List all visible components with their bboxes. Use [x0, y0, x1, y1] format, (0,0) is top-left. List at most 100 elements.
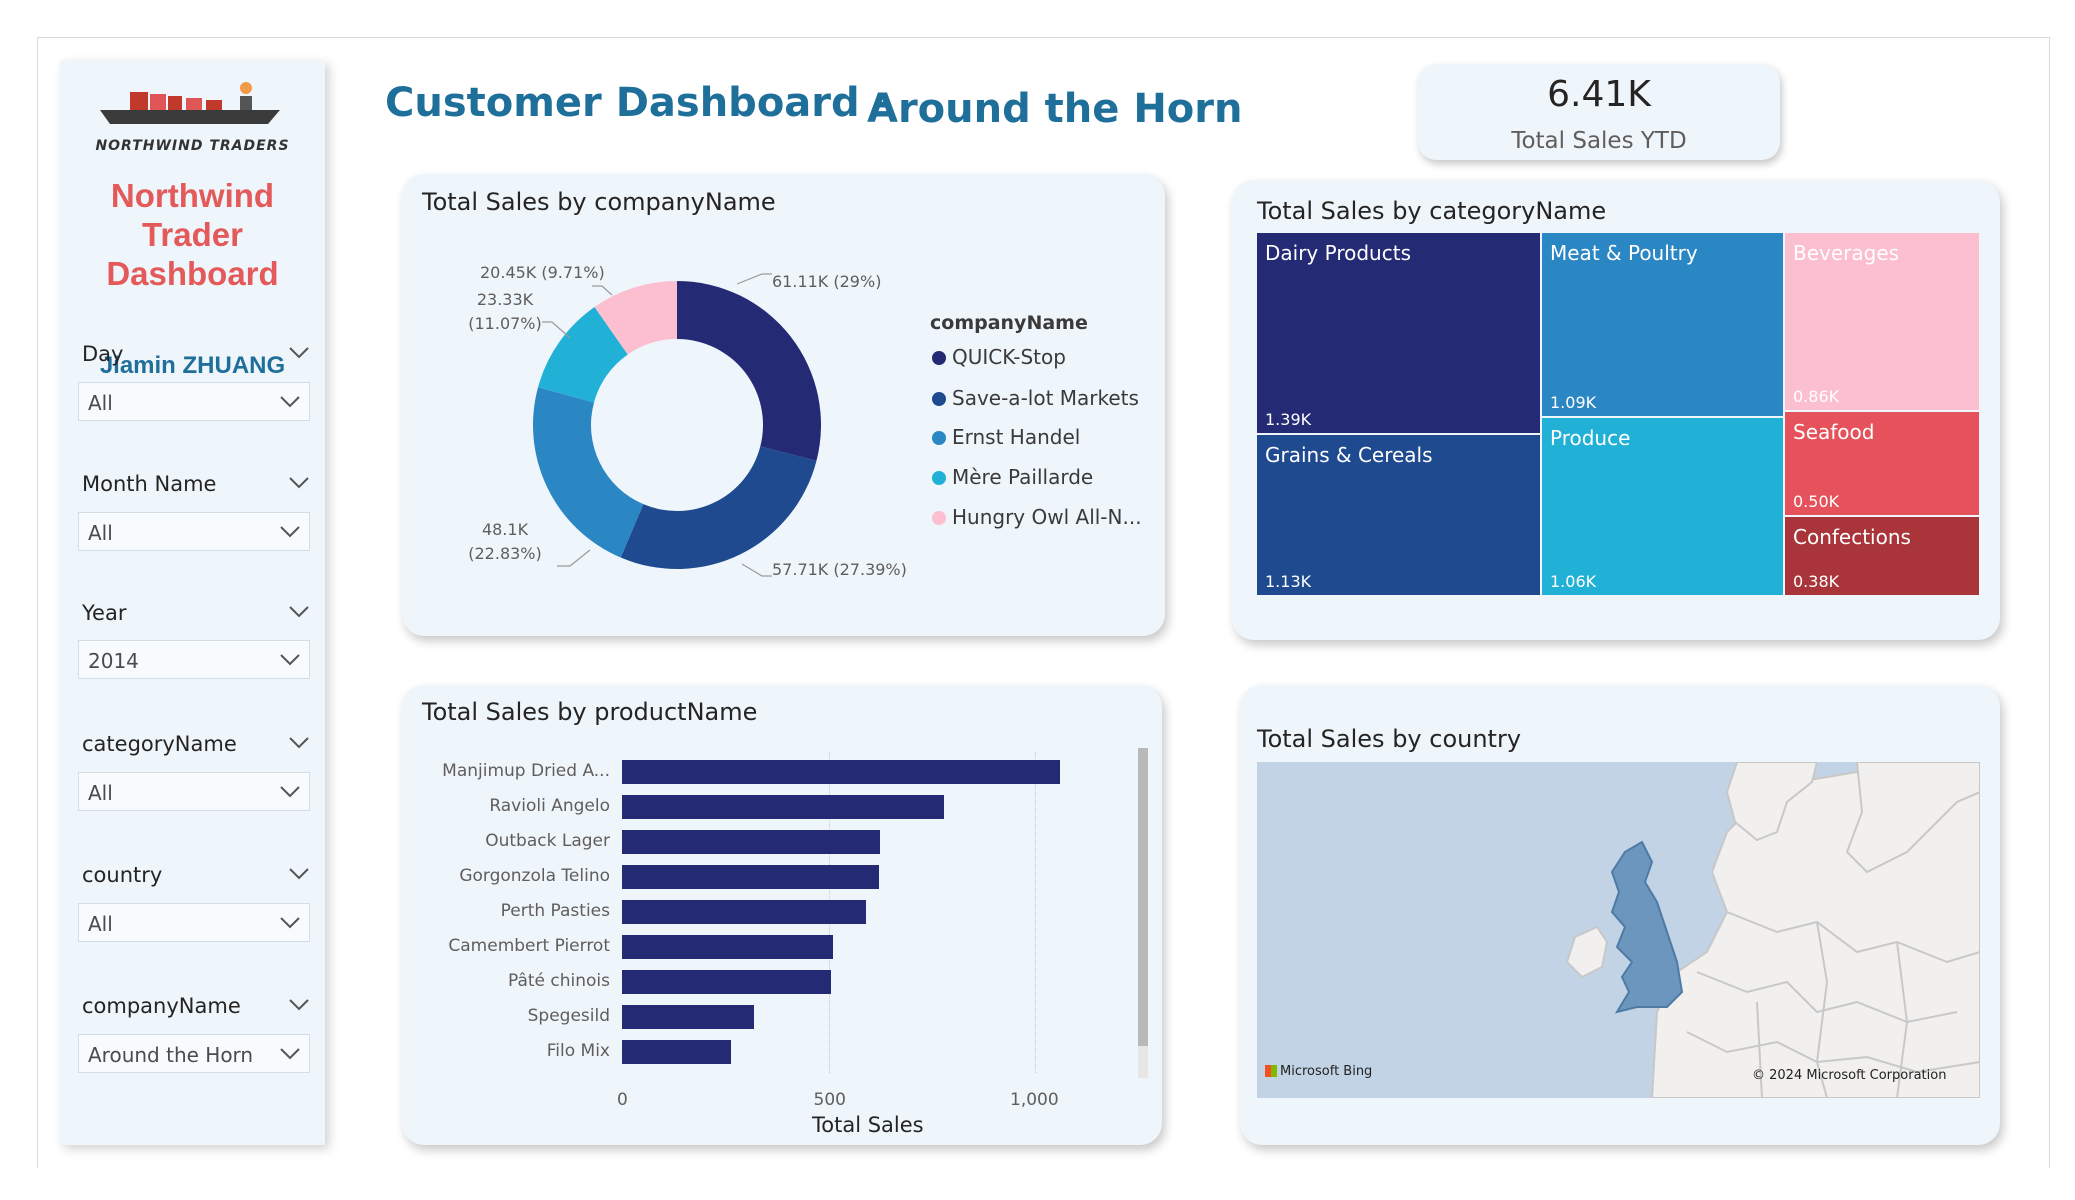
treemap-tile-beverages[interactable]: Beverages 0.86K [1785, 233, 1979, 410]
donut-chart[interactable] [402, 174, 1165, 636]
bar-3[interactable] [622, 865, 879, 889]
legend-dot [932, 351, 946, 365]
donut-slice-1[interactable] [620, 446, 817, 569]
country-map[interactable]: Microsoft Bing © 2024 Microsoft Corporat… [1257, 762, 1980, 1098]
slicer-dropdown-year[interactable]: 2014 [78, 640, 310, 679]
kpi-value: 6.41K [1547, 74, 1651, 115]
x-tick-label: 1,000 [1010, 1090, 1059, 1110]
bar-4[interactable] [622, 900, 866, 924]
slicer-value: All [88, 781, 113, 805]
chevron-down-icon[interactable] [288, 736, 310, 750]
map-copyright: © 2024 Microsoft Corporation [1752, 1068, 1947, 1083]
data-label-ernst-handel: 48.1K (22.83%) [462, 518, 548, 566]
treemap-tile-grains-cereals[interactable]: Grains & Cereals 1.13K [1257, 435, 1540, 595]
bar-0[interactable] [622, 760, 1060, 784]
chevron-down-icon [280, 526, 300, 538]
legend-label: Ernst Handel [952, 425, 1081, 449]
tile-name: Dairy Products [1265, 241, 1411, 265]
slicer-dropdown-company[interactable]: Around the Horn [78, 1034, 310, 1073]
category-label: Spegesild [527, 1006, 610, 1026]
treemap-tile-dairy-products[interactable]: Dairy Products 1.39K [1257, 233, 1540, 433]
brand-line-2: Trader [142, 216, 243, 253]
filter-sidebar: NORTHWIND TRADERS Northwind Trader Dashb… [60, 60, 325, 1145]
slicer-value: All [88, 912, 113, 936]
legend-item-hungry-owl[interactable]: Hungry Owl All-N... [932, 505, 1142, 529]
tile-value: 1.06K [1550, 572, 1597, 591]
chevron-down-icon[interactable] [288, 998, 310, 1012]
tile-name: Meat & Poultry [1550, 241, 1698, 265]
slicer-label: companyName [82, 994, 241, 1018]
leader-line-1 [741, 563, 772, 577]
leader-line-2 [557, 549, 591, 567]
kpi-card-total-sales[interactable]: 6.41K Total Sales YTD [1418, 64, 1780, 160]
scrollbar[interactable] [1138, 748, 1148, 1078]
gridline [1035, 752, 1036, 1073]
chevron-down-icon [280, 654, 300, 666]
tile-name: Seafood [1793, 420, 1875, 444]
bar-6[interactable] [622, 970, 831, 994]
kpi-label: Total Sales YTD [1511, 128, 1687, 154]
slicer-label: Year [82, 601, 127, 625]
slicer-dropdown-country[interactable]: All [78, 903, 310, 942]
bar-7[interactable] [622, 1005, 755, 1029]
slicer-value: 2014 [88, 649, 139, 673]
donut-slice-0[interactable] [677, 281, 821, 461]
legend-item-mere-paillarde[interactable]: Mère Paillarde [932, 465, 1093, 489]
slicer-dropdown-month[interactable]: All [78, 512, 310, 551]
data-label-quick-stop: 61.11K (29%) [772, 272, 882, 291]
category-label: Perth Pasties [500, 901, 610, 921]
map-provider-text: Microsoft Bing [1280, 1064, 1373, 1079]
treemap-tile-meat-poultry[interactable]: Meat & Poultry 1.09K [1542, 233, 1783, 416]
treemap-tile-produce[interactable]: Produce 1.06K [1542, 418, 1783, 595]
data-label-mere-paillarde: 23.33K (11.07%) [462, 288, 548, 336]
chevron-down-icon[interactable] [288, 476, 310, 490]
map-title: Total Sales by country [1257, 725, 1522, 753]
slicer-value: All [88, 521, 113, 545]
chevron-down-icon[interactable] [288, 867, 310, 881]
bar-5[interactable] [622, 935, 833, 959]
author-name: Jiamin ZHUANG [99, 352, 286, 379]
chevron-down-icon [280, 917, 300, 929]
bar-1[interactable] [622, 795, 945, 819]
donut-slice-2[interactable] [533, 387, 644, 558]
dashboard-title: Customer Dashboard - [385, 80, 891, 126]
bar-chart-title: Total Sales by productName [422, 698, 758, 726]
donut-chart-title: Total Sales by companyName [422, 188, 776, 216]
bar-2[interactable] [622, 830, 881, 854]
category-label: Gorgonzola Telino [459, 866, 610, 886]
treemap-title: Total Sales by categoryName [1257, 197, 1607, 225]
map-land-shapes [1565, 762, 1980, 1098]
legend-label: Mère Paillarde [952, 465, 1094, 489]
slicer-dropdown-day[interactable]: All [78, 382, 310, 421]
brand-line-3: Dashboard [106, 255, 279, 292]
data-label-save-a-lot: 57.71K (27.39%) [772, 560, 907, 579]
slicer-dropdown-category[interactable]: All [78, 772, 310, 811]
logo-text: NORTHWIND TRADERS [95, 138, 290, 154]
tile-value: 0.50K [1793, 492, 1840, 511]
chevron-down-icon[interactable] [288, 346, 310, 360]
ship-logo-icon [100, 82, 280, 124]
tile-name: Grains & Cereals [1265, 443, 1433, 467]
legend-dot [932, 471, 946, 485]
map-provider-logo: Microsoft Bing [1265, 1064, 1372, 1079]
legend-item-ernst-handel[interactable]: Ernst Handel [932, 425, 1080, 449]
category-label: Pâté chinois [507, 971, 610, 991]
chevron-down-icon[interactable] [288, 605, 310, 619]
x-tick-label: 500 [813, 1090, 846, 1110]
chevron-down-icon [280, 1048, 300, 1060]
tile-value: 1.13K [1265, 572, 1312, 591]
legend-label: QUICK-Stop [952, 345, 1066, 369]
slicer-label: country [82, 863, 163, 887]
tile-value: 0.86K [1793, 387, 1840, 406]
scrollbar-thumb[interactable] [1138, 748, 1148, 1046]
treemap-tile-confections[interactable]: Confections 0.38K [1785, 517, 1979, 595]
legend-item-quick-stop[interactable]: QUICK-Stop [932, 345, 1066, 369]
legend-item-save-a-lot[interactable]: Save-a-lot Markets [932, 386, 1139, 410]
brand-line-1: Northwind [110, 177, 275, 214]
dashboard-subtitle: Around the Horn [867, 86, 1243, 132]
treemap-tile-seafood[interactable]: Seafood 0.50K [1785, 412, 1979, 515]
bar-8[interactable] [622, 1040, 732, 1064]
tile-value: 1.39K [1265, 410, 1312, 429]
donut-slice-3[interactable] [538, 306, 628, 403]
donut-slice-4[interactable] [594, 281, 677, 355]
